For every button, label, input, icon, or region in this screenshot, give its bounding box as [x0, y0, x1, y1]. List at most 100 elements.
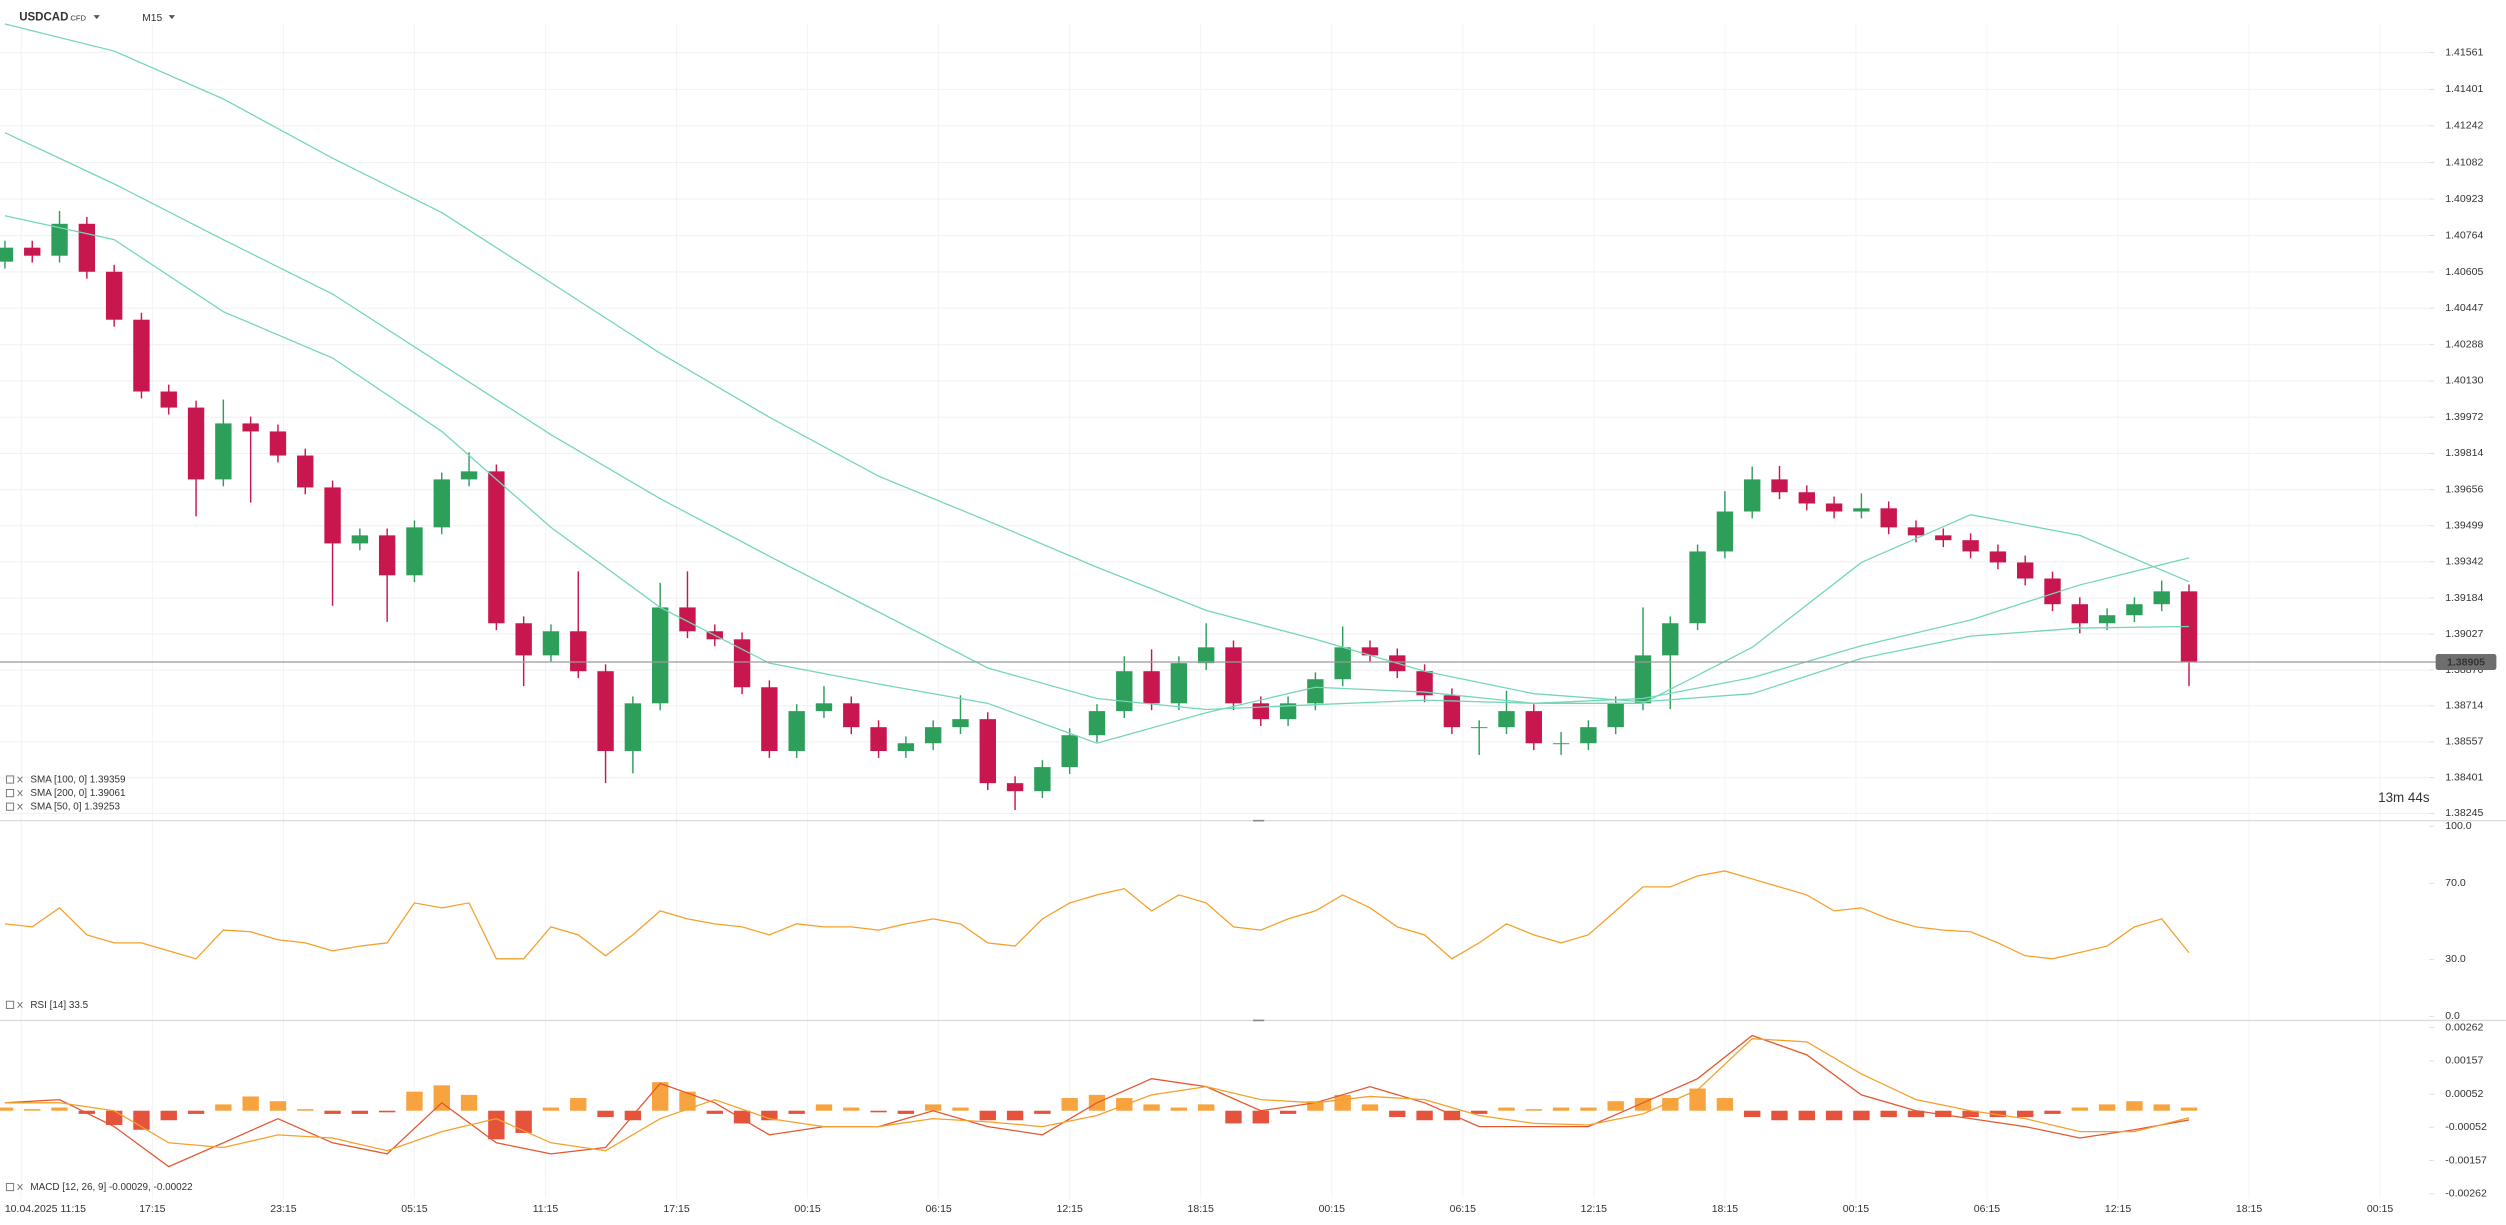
histogram-bar: [1470, 1110, 1488, 1114]
candle-body: [2017, 562, 2034, 579]
histogram-bar: [460, 1094, 478, 1111]
y-tick-label: 0.00157: [2445, 1055, 2483, 1067]
histogram-bar: [1744, 1110, 1761, 1118]
candle-body: [1607, 703, 1624, 728]
histogram-bar: [1443, 1110, 1461, 1121]
histogram-bar: [1853, 1110, 1870, 1121]
candle-body: [1197, 647, 1215, 664]
histogram-bar: [2044, 1110, 2061, 1114]
timeframe[interactable]: M15: [142, 13, 162, 24]
histogram-bar: [1771, 1110, 1788, 1121]
histogram-bar: [2126, 1101, 2143, 1111]
legend-settings-icon[interactable]: [5, 1000, 15, 1009]
histogram-bar: [706, 1110, 723, 1114]
y-tick-label: 1.40923: [2445, 193, 2483, 205]
histogram-bar: [1689, 1088, 1706, 1111]
histogram-bar: [788, 1110, 805, 1114]
candle-body: [570, 631, 587, 672]
histogram-bar: [351, 1110, 369, 1114]
candle-body: [297, 455, 314, 488]
instrument-type: CFD: [70, 13, 86, 22]
candle-body: [1061, 735, 1078, 768]
y-tick-label: 1.39342: [2445, 556, 2483, 568]
pane: 1.41561 1.41401 1.41242 1.41082 1.40923 1.407…: [0, 23, 2497, 819]
last-price-box: [2435, 654, 2497, 671]
candle-body: [1853, 508, 1870, 512]
legend-close-icon[interactable]: [17, 776, 23, 783]
candle-body: [1170, 663, 1188, 704]
candle-body: [78, 223, 96, 272]
legend-close-icon[interactable]: [17, 1183, 23, 1191]
candle-body: [187, 407, 205, 480]
histogram-bar: [51, 1107, 68, 1111]
histogram-bar: [1143, 1104, 1160, 1111]
grid-layer: [0, 23, 2430, 1199]
candle-body: [2098, 615, 2116, 624]
y-tick-label: 1.40288: [2445, 338, 2483, 350]
histogram-bar: [1716, 1098, 1734, 1111]
histogram-bar: [1116, 1098, 1133, 1111]
histogram-bar: [515, 1110, 532, 1133]
y-tick-label: 1.39656: [2445, 484, 2483, 496]
symbol[interactable]: USDCAD: [19, 12, 68, 24]
legend-close-icon[interactable]: [17, 789, 23, 797]
histogram-bar: [815, 1104, 833, 1111]
x-tick-label: 00:15: [1843, 1203, 1869, 1215]
candle-body: [1498, 711, 1515, 728]
y-tick-label: -0.00157: [2445, 1154, 2487, 1166]
candle-body: [1662, 623, 1679, 656]
histogram-bar: [1197, 1104, 1215, 1111]
histogram-bar: [1798, 1110, 1815, 1121]
histogram-bar: [542, 1107, 560, 1111]
x-tick-label: 17:15: [139, 1203, 165, 1215]
y-tick-label: 0.00262: [2445, 1021, 2483, 1033]
indicator-line: [4, 1034, 2190, 1168]
histogram-bar: [843, 1107, 860, 1111]
histogram-bar: [733, 1110, 751, 1124]
histogram-bar: [1525, 1109, 1542, 1111]
histogram-bar: [1061, 1098, 1078, 1111]
candle-body: [51, 223, 68, 256]
histogram-bar: [2153, 1104, 2170, 1111]
y-tick-label: -0.00262: [2445, 1188, 2487, 1200]
candle-body: [2180, 591, 2198, 663]
legend-entry: SMA [200, 0] 1.39061: [30, 788, 126, 799]
candle-body: [924, 727, 942, 744]
histogram-bar: [979, 1110, 996, 1121]
histogram-bar: [488, 1110, 505, 1140]
histogram-bar: [1580, 1107, 1597, 1111]
histogram-bar: [1361, 1104, 1379, 1111]
candle-body: [1279, 703, 1297, 720]
histogram-bar: [215, 1104, 232, 1111]
pane: 0.00262 0.00157 0.00052 -0.00052 -0.00157 -0.…: [0, 1021, 2487, 1215]
legend-settings-icon[interactable]: [5, 775, 15, 784]
candle-body: [761, 687, 778, 752]
symbol-dropdown[interactable]: [93, 15, 100, 20]
candle-body: [2126, 604, 2143, 616]
x-tick-label: 12:15: [2105, 1203, 2131, 1215]
candle-body: [1880, 508, 1897, 528]
candle-body: [24, 247, 41, 256]
y-tick-label: 1.40130: [2445, 375, 2483, 387]
timeframe-dropdown[interactable]: [168, 15, 176, 20]
candle-body: [597, 671, 614, 752]
candle-body: [1798, 492, 1815, 504]
legend-close-icon[interactable]: [17, 803, 23, 810]
legend-close-icon[interactable]: [17, 1001, 23, 1008]
legend-settings-icon[interactable]: [5, 1182, 15, 1192]
candle-body: [488, 471, 505, 624]
legend-settings-icon[interactable]: [5, 802, 15, 811]
candle-body: [1634, 655, 1652, 704]
legend-settings-icon[interactable]: [5, 789, 15, 798]
histogram-bar: [870, 1110, 887, 1113]
histogram-bar: [1607, 1101, 1624, 1111]
histogram-bar: [761, 1110, 778, 1121]
candle-body: [897, 743, 915, 752]
histogram-bar: [2071, 1107, 2088, 1111]
indicator-line: [4, 23, 2190, 703]
candle-body: [406, 527, 423, 576]
pane: 100.0 70.0 30.0 0.0 RSI [14] 33.5: [4, 820, 2472, 1022]
histogram-bar: [2098, 1104, 2116, 1111]
candle-body: [1416, 671, 1433, 696]
